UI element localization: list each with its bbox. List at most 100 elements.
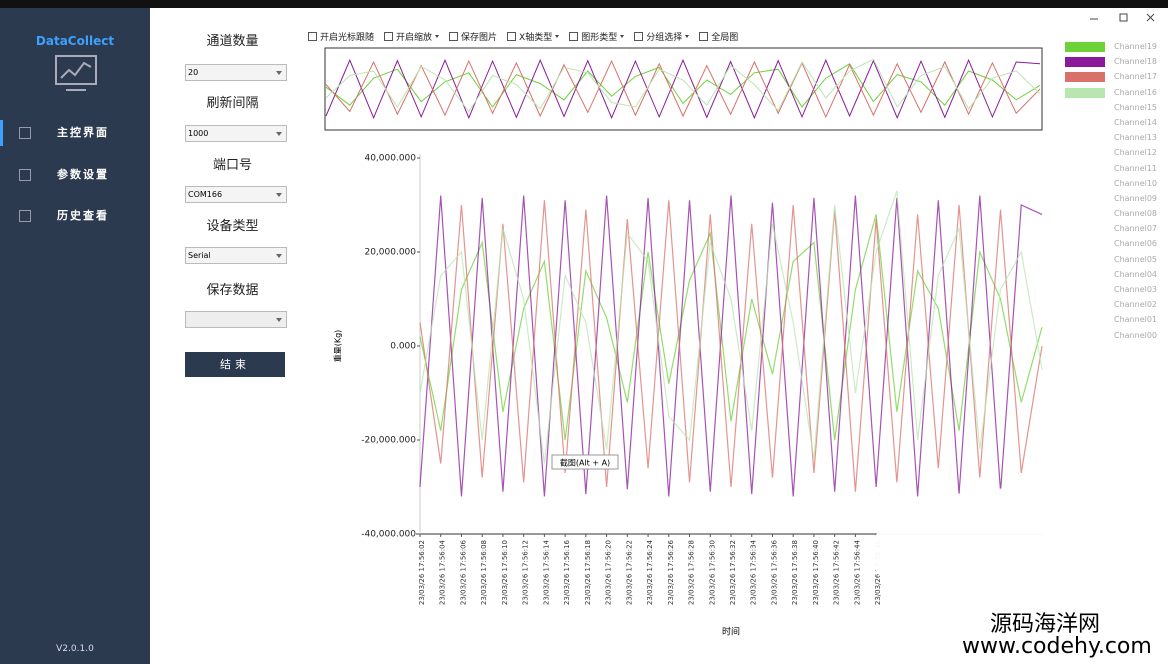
- legend-item[interactable]: Channel12: [1065, 146, 1165, 161]
- toolbar-button[interactable]: X轴类型: [507, 29, 560, 43]
- overview-line: [325, 63, 1041, 108]
- legend-item[interactable]: Channel05: [1065, 253, 1165, 268]
- x-tick-label: 23/03/26 17:56:30: [708, 540, 716, 605]
- toolbar-button[interactable]: 分组选择: [634, 29, 690, 43]
- dropdown[interactable]: COM166: [185, 186, 287, 203]
- dropdown-caret: [276, 193, 282, 197]
- toolbar-label: X轴类型: [519, 32, 553, 43]
- legend-label: Channel03: [1114, 285, 1158, 294]
- toolbar-label: 分组选择: [646, 32, 683, 43]
- legend: Channel19 Channel18 Channel17 Channel16 Chan…: [1065, 40, 1165, 344]
- toolbar-label: 图形类型: [581, 32, 618, 43]
- toolbar-icon: [699, 31, 709, 41]
- nav-item[interactable]: 参数设置: [57, 167, 109, 181]
- series-line: [419, 195, 1043, 497]
- toolbar: 开启光标跟随 开启缩放 保存图片 X轴类型 图形类型 分组选择 全局图: [308, 29, 738, 43]
- x-tick-label: 23/03/26 17:56:42: [833, 540, 841, 605]
- field-label: 保存数据: [206, 283, 259, 298]
- x-tick-label: 23/03/26 17:56:28: [688, 540, 696, 605]
- x-tick-label: 23/03/26 17:56:16: [563, 539, 571, 605]
- dropdown[interactable]: Serial: [185, 247, 287, 264]
- legend-item[interactable]: Channel16: [1065, 86, 1165, 101]
- nav-item[interactable]: 历史查看: [57, 209, 109, 222]
- legend-swatch: [1065, 72, 1105, 83]
- dropdown-value: COM166: [188, 190, 223, 199]
- legend-label: Channel14: [1114, 117, 1158, 127]
- overview-line: [325, 59, 1041, 119]
- legend-item[interactable]: Channel01: [1065, 313, 1165, 328]
- end-button[interactable]: 结束: [185, 352, 285, 377]
- dropdown[interactable]: 1000: [185, 125, 287, 142]
- toolbar-button[interactable]: 开启缩放: [384, 29, 440, 43]
- blur-patch: [870, 488, 1168, 618]
- legend-item[interactable]: Channel14: [1065, 116, 1165, 131]
- x-tick-label: 23/03/26 17:56:14: [542, 539, 550, 605]
- legend-swatch: [1065, 57, 1105, 68]
- dropdown-caret: [276, 71, 282, 75]
- x-tick-label: 23/03/26 17:56:40: [812, 540, 820, 605]
- legend-swatch: [1065, 42, 1105, 52]
- window-controls: [1090, 13, 1155, 22]
- toolbar-button[interactable]: 全局图: [699, 29, 738, 43]
- legend-item[interactable]: Channel11: [1065, 162, 1165, 177]
- legend-label: Channel15: [1114, 102, 1158, 112]
- x-tick-label: 23/03/26 17:56:24: [646, 539, 654, 605]
- legend-label: Channel01: [1114, 315, 1158, 325]
- dropdown[interactable]: 20: [185, 64, 287, 81]
- watermark-name: 源码海洋网: [990, 612, 1101, 637]
- toolbar-icon: [384, 31, 394, 41]
- legend-label: Channel17: [1114, 72, 1158, 82]
- version: V2.0.1.0: [56, 644, 94, 654]
- overview-line: [325, 58, 1041, 120]
- x-tick-label: 23/03/26 17:56:18: [584, 540, 592, 605]
- toolbar-icon: [449, 31, 459, 41]
- x-tick-label: 23/03/26 17:56:06: [459, 539, 467, 605]
- toolbar-button[interactable]: 保存图片: [449, 29, 497, 43]
- legend-swatch: [1065, 87, 1105, 98]
- series-line: [419, 190, 1043, 464]
- legend-label: Channel04: [1114, 269, 1158, 279]
- nav-icon: [19, 210, 31, 222]
- legend-item[interactable]: Channel17: [1065, 70, 1165, 85]
- legend-label: Channel11: [1114, 163, 1158, 173]
- sidebar: DataCollect V2.0.1.0 主控界面 参数设置 历史查看: [0, 8, 150, 664]
- dropdown-value: 1000: [188, 129, 209, 138]
- legend-item[interactable]: Channel08: [1065, 207, 1165, 222]
- y-tick-label: 0.000: [390, 342, 416, 352]
- legend-item[interactable]: Channel02: [1065, 298, 1165, 313]
- legend-item[interactable]: Channel03: [1065, 283, 1165, 298]
- legend-item[interactable]: Channel19: [1065, 40, 1165, 55]
- x-tick-label: 23/03/26 17:56:04: [439, 539, 447, 605]
- y-axis-title: 重量(Kg): [333, 330, 343, 363]
- legend-item[interactable]: Channel10: [1065, 177, 1165, 192]
- dropdown-caret: [276, 318, 282, 322]
- legend-item[interactable]: Channel06: [1065, 237, 1165, 252]
- legend-label: Channel12: [1114, 148, 1158, 158]
- legend-item[interactable]: Channel15: [1065, 101, 1165, 116]
- dropdown-caret: [276, 132, 282, 136]
- legend-label: Channel18: [1114, 57, 1158, 67]
- dropdown-caret: [276, 254, 282, 258]
- dropdown[interactable]: [185, 311, 287, 328]
- x-tick-label: 23/03/26 17:56:10: [501, 540, 509, 605]
- x-tick-label: 23/03/26 17:56:22: [625, 540, 633, 605]
- legend-item[interactable]: Channel07: [1065, 222, 1165, 237]
- legend-item[interactable]: Channel04: [1065, 268, 1165, 283]
- legend-label: Channel19: [1114, 42, 1158, 51]
- x-tick-label: 23/03/26 17:56:20: [605, 540, 613, 605]
- toolbar-button[interactable]: 开启光标跟随: [308, 29, 374, 43]
- field-label: 设备类型: [206, 219, 259, 234]
- legend-item[interactable]: Channel18: [1065, 55, 1165, 70]
- toolbar-button[interactable]: 图形类型: [569, 29, 625, 43]
- toolbar-label: 开启缩放: [396, 32, 433, 43]
- legend-item[interactable]: Channel00: [1065, 329, 1165, 344]
- legend-item[interactable]: Channel09: [1065, 192, 1165, 207]
- logo: [55, 55, 97, 91]
- legend-label: Channel07: [1114, 224, 1158, 234]
- toolbar-caret: [685, 34, 690, 38]
- nav-item[interactable]: 主控界面: [57, 126, 109, 139]
- legend-label: Channel05: [1114, 254, 1158, 264]
- legend-label: Channel09: [1114, 193, 1158, 203]
- legend-item[interactable]: Channel13: [1065, 131, 1165, 146]
